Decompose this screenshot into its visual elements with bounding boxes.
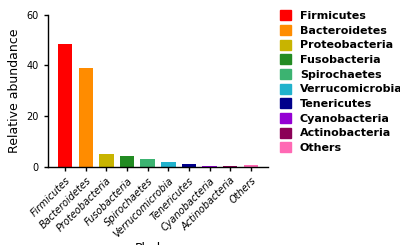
Bar [58, 44, 72, 167]
Bar [244, 165, 258, 167]
Bar [202, 166, 217, 167]
Legend: Firmicutes, Bacteroidetes, Proteobacteria, Fusobacteria, Spirochaetes, Verrucomi: Firmicutes, Bacteroidetes, Proteobacteri… [278, 8, 400, 155]
Bar [161, 162, 176, 167]
Bar [120, 156, 134, 167]
Bar [223, 166, 237, 167]
X-axis label: Phylum: Phylum [135, 242, 181, 245]
Bar [79, 68, 93, 167]
Bar [140, 159, 155, 167]
Bar [182, 164, 196, 167]
Bar [99, 154, 114, 167]
Y-axis label: Relative abundance: Relative abundance [8, 28, 21, 153]
